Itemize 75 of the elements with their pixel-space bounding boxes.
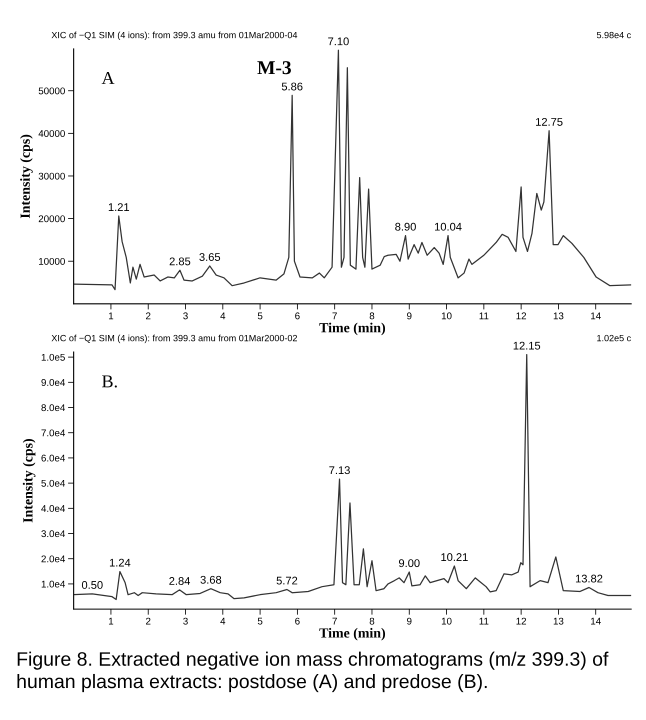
y-axis-title: Intensity (cps) [22,438,36,522]
annotation: 7.13 [329,466,350,474]
y-tick-label: 3.0e4 [41,530,66,538]
annotation: 7.10 [328,37,349,46]
x-tick-label: 14 [591,618,601,624]
y-tick-label: 10000 [39,258,65,265]
y-tick-label: 2.0e4 [41,555,66,562]
annotation: 3.65 [199,253,220,261]
x-tick-label: 3 [183,312,188,320]
x-tick-label: 8 [370,312,374,320]
x-tick-label: 7 [332,618,337,624]
x-tick-label: 5 [258,312,262,320]
x-tick-label: 12 [516,618,526,624]
x-tick-label: 4 [220,312,226,320]
y-tick-label: 1.0e4 [42,580,66,588]
text: 5.98e4 c [596,32,631,38]
annotation: 8.90 [395,222,416,231]
y-tick-label: 20000 [38,215,65,222]
y-tick-label: 7.0e4 [41,429,66,436]
annotation: 10.04 [434,222,462,231]
chart-title: XIC of −Q1 SIM (4 ions): from 399.3 amu from 01Mar2000-02 [52,334,298,344]
y-tick-label: 6.0e4 [41,454,66,462]
y-tick-label: 30000 [38,172,65,180]
annotation: A [102,72,114,84]
annotation: 5.72 [276,576,298,585]
annotation: 12.75 [536,118,563,126]
chart-title: XIC of −Q1 SIM (4 ions): from 399.3 amu from 01Mar2000-04 [52,32,298,40]
y-tick-label: 40000 [38,130,65,137]
annotation: 2.85 [170,257,190,266]
x-tick-label: 11 [480,312,488,320]
x-tick-label: 7 [332,312,337,320]
x-axis-title: Time (min) [319,628,386,640]
x-tick-label: 3 [183,618,188,625]
y-tick-label: 5.0e4 [41,480,66,487]
x-tick-label: 12 [516,312,526,320]
line-series [74,354,632,600]
x-tick-label: 5 [258,618,262,625]
annotation: 12.15 [514,342,540,350]
annotation: 1.21 [108,203,130,211]
text: 1.02e5 c [597,334,631,342]
x-axis-title: Time (min) [319,322,386,336]
annotation: 5.86 [282,82,302,90]
x-tick-label: 2 [146,312,150,320]
x-tick-label: 1 [108,618,114,624]
annotation: 9.00 [398,559,420,568]
annotation: M-3 [257,61,291,74]
x-tick-label: 9 [407,312,412,320]
annotation: 10.21 [441,553,468,562]
x-tick-label: 10 [442,618,452,625]
annotation: 13.82 [576,574,602,583]
x-tick-label: 10 [442,312,452,320]
y-tick-label: 1.0e5 [42,354,65,361]
caption: Figure 8. Extracted negative ion mass chromatograms (m/z 399.3) of human plasma extracts: postdose (A) and predose (B). [18,652,608,692]
x-tick-label: 6 [295,618,300,625]
annotation: 3.68 [200,576,222,584]
x-tick-label: 1 [108,312,114,320]
y-axis-title: Intensity (cps) [20,134,33,218]
y-tick-label: 4.0e4 [41,505,66,512]
annotation: 2.84 [169,577,190,585]
annotation: 1.24 [110,558,130,566]
x-tick-label: 13 [554,312,564,320]
y-tick-label: 9.0e4 [41,379,66,386]
x-tick-label: 6 [295,312,300,320]
x-tick-label: 13 [554,618,564,625]
x-tick-label: 4 [220,618,226,624]
x-tick-label: 11 [480,618,488,624]
x-tick-label: 2 [146,618,150,624]
annotation: B. [102,375,117,388]
line-series [74,50,632,290]
annotation: 0.50 [82,581,103,589]
y-tick-label: 50000 [38,87,65,94]
y-tick-label: 8.0e4 [41,404,66,412]
x-tick-label: 14 [591,312,601,320]
x-tick-label: 9 [407,618,412,625]
x-tick-label: 8 [370,618,374,625]
